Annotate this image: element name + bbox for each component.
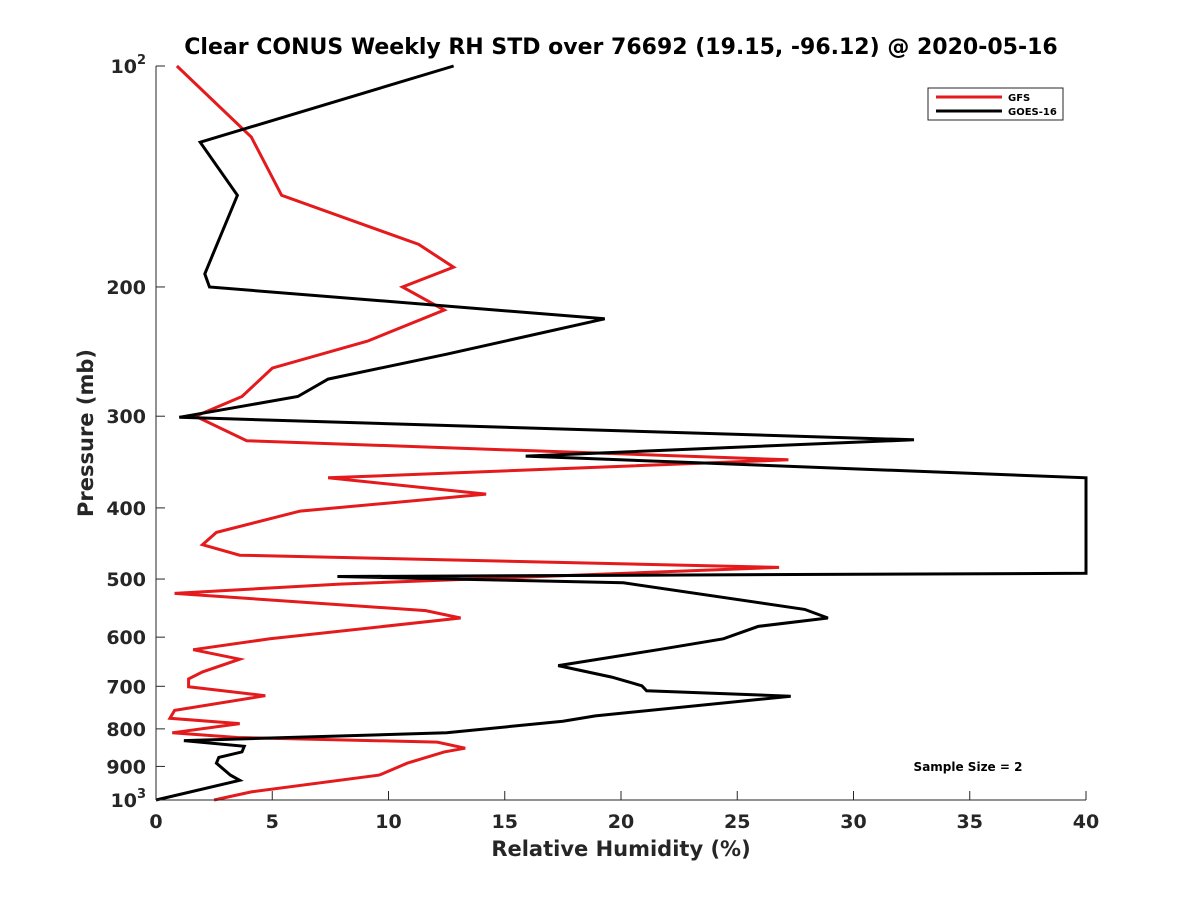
- series-line-goes-16: [155, 64, 1088, 802]
- y-tick-label: 300: [106, 406, 146, 428]
- legend-entry: GFS: [1008, 93, 1030, 104]
- y-tick-label: 600: [106, 627, 146, 649]
- y-axis-label: Pressure (mb): [74, 349, 98, 517]
- y-tick-label: 200: [106, 277, 146, 299]
- y-tick-label: 102: [111, 53, 147, 78]
- x-tick-label: 30: [840, 811, 866, 833]
- plot-lines: [155, 64, 1088, 802]
- y-tick-label: 700: [106, 676, 146, 698]
- y-tick-base: 10: [111, 790, 137, 812]
- legend-box: [927, 87, 1064, 121]
- y-tick-label: 900: [106, 756, 146, 778]
- x-tick-label: 10: [375, 811, 401, 833]
- y-tick-exponent: 2: [137, 53, 146, 68]
- x-tick-label: 5: [266, 811, 279, 833]
- legend-entry: GOES-16: [1008, 107, 1057, 118]
- y-tick-label: 400: [106, 498, 146, 520]
- x-tick-label: 35: [957, 811, 983, 833]
- x-tick-label: 25: [724, 811, 750, 833]
- sample-size-annotation: Sample Size = 2: [914, 760, 1023, 774]
- x-tick-label: 0: [149, 811, 162, 833]
- y-tick-base: 10: [111, 56, 137, 78]
- series-line-gfs: [167, 64, 789, 802]
- x-tick-label: 40: [1073, 811, 1099, 833]
- x-tick-label: 20: [608, 811, 634, 833]
- y-tick-exponent: 3: [137, 787, 146, 802]
- y-tick-label: 500: [106, 569, 146, 591]
- x-tick-label: 15: [492, 811, 518, 833]
- legend: GFS GOES-16: [927, 87, 1064, 121]
- y-tick-label: 103: [111, 787, 147, 812]
- axes: 0 5 10 15 20 25 30 35 40102200300400500600700800…: [106, 53, 1099, 833]
- chart-title: Clear CONUS Weekly RH STD over 76692 (19…: [184, 35, 1057, 60]
- x-axis-label: Relative Humidity (%): [491, 837, 750, 861]
- y-tick-label: 800: [106, 719, 146, 741]
